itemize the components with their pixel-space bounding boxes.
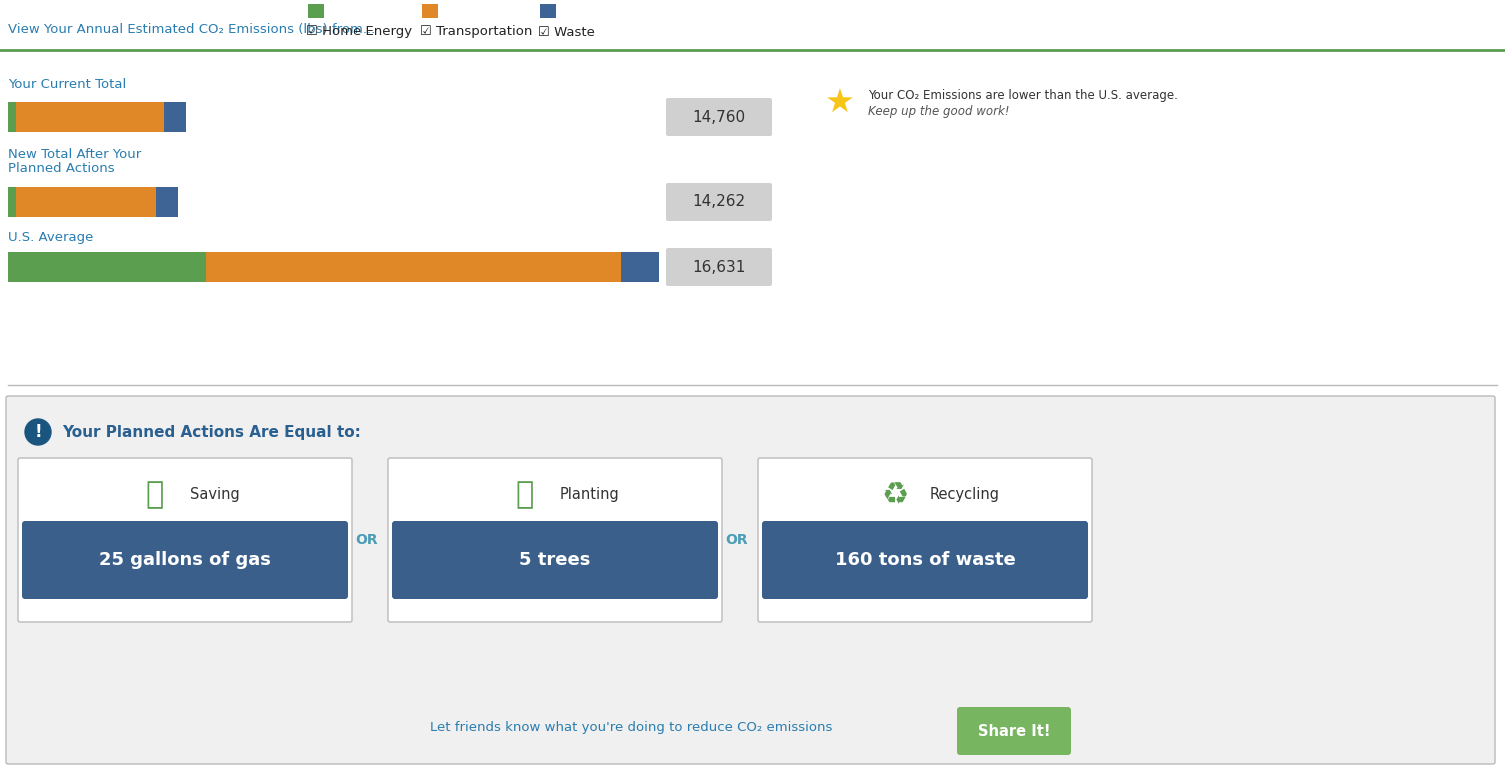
Text: ☑ Waste: ☑ Waste	[537, 25, 594, 38]
Bar	[421, 4, 438, 18]
FancyBboxPatch shape	[762, 521, 1088, 599]
Text: ♻: ♻	[882, 480, 909, 509]
Text: 16,631: 16,631	[692, 259, 745, 275]
Text: Your Current Total: Your Current Total	[8, 78, 126, 91]
Bar	[8, 187, 17, 217]
Bar	[8, 252, 206, 282]
Text: Recycling: Recycling	[930, 488, 999, 502]
Text: 25 gallons of gas: 25 gallons of gas	[99, 551, 271, 569]
Text: 🌳: 🌳	[516, 480, 534, 509]
Text: Saving: Saving	[190, 488, 239, 502]
FancyBboxPatch shape	[6, 396, 1494, 764]
Text: Let friends know what you're doing to reduce CO₂ emissions: Let friends know what you're doing to re…	[430, 722, 832, 735]
Bar	[309, 4, 324, 18]
Text: OR: OR	[355, 533, 378, 547]
FancyBboxPatch shape	[667, 183, 772, 221]
Text: Your Planned Actions Are Equal to:: Your Planned Actions Are Equal to:	[62, 424, 361, 439]
Text: View Your Annual Estimated CO₂ Emissions (lbs) from...: View Your Annual Estimated CO₂ Emissions…	[8, 24, 375, 37]
Text: U.S. Average: U.S. Average	[8, 231, 93, 243]
Text: !: !	[35, 423, 42, 441]
FancyBboxPatch shape	[759, 458, 1093, 622]
FancyBboxPatch shape	[18, 458, 352, 622]
Text: Planned Actions: Planned Actions	[8, 162, 114, 175]
Bar	[622, 252, 659, 282]
Text: 5 trees: 5 trees	[519, 551, 590, 569]
Bar	[157, 187, 178, 217]
Bar	[8, 102, 17, 132]
Text: ★: ★	[825, 87, 855, 120]
Text: Keep up the good work!: Keep up the good work!	[868, 106, 1010, 118]
FancyBboxPatch shape	[23, 521, 348, 599]
Text: New Total After Your: New Total After Your	[8, 149, 141, 162]
Text: ☑ Home Energy: ☑ Home Energy	[306, 25, 412, 38]
Circle shape	[26, 419, 51, 445]
Text: Planting: Planting	[560, 488, 620, 502]
Bar	[17, 187, 157, 217]
Text: Your CO₂ Emissions are lower than the U.S. average.: Your CO₂ Emissions are lower than the U.…	[868, 90, 1178, 103]
Text: 🛽: 🛽	[146, 480, 164, 509]
FancyBboxPatch shape	[388, 458, 722, 622]
Text: 160 tons of waste: 160 tons of waste	[835, 551, 1016, 569]
FancyBboxPatch shape	[391, 521, 718, 599]
Text: Share It!: Share It!	[978, 723, 1050, 739]
FancyBboxPatch shape	[957, 707, 1072, 755]
Text: 14,262: 14,262	[692, 195, 745, 209]
Text: OR: OR	[725, 533, 748, 547]
Bar	[540, 4, 555, 18]
Text: 14,760: 14,760	[692, 110, 745, 124]
Bar	[17, 102, 164, 132]
FancyBboxPatch shape	[667, 248, 772, 286]
FancyBboxPatch shape	[667, 98, 772, 136]
Bar	[206, 252, 622, 282]
Bar	[164, 102, 187, 132]
Text: ☑ Transportation: ☑ Transportation	[420, 25, 533, 38]
